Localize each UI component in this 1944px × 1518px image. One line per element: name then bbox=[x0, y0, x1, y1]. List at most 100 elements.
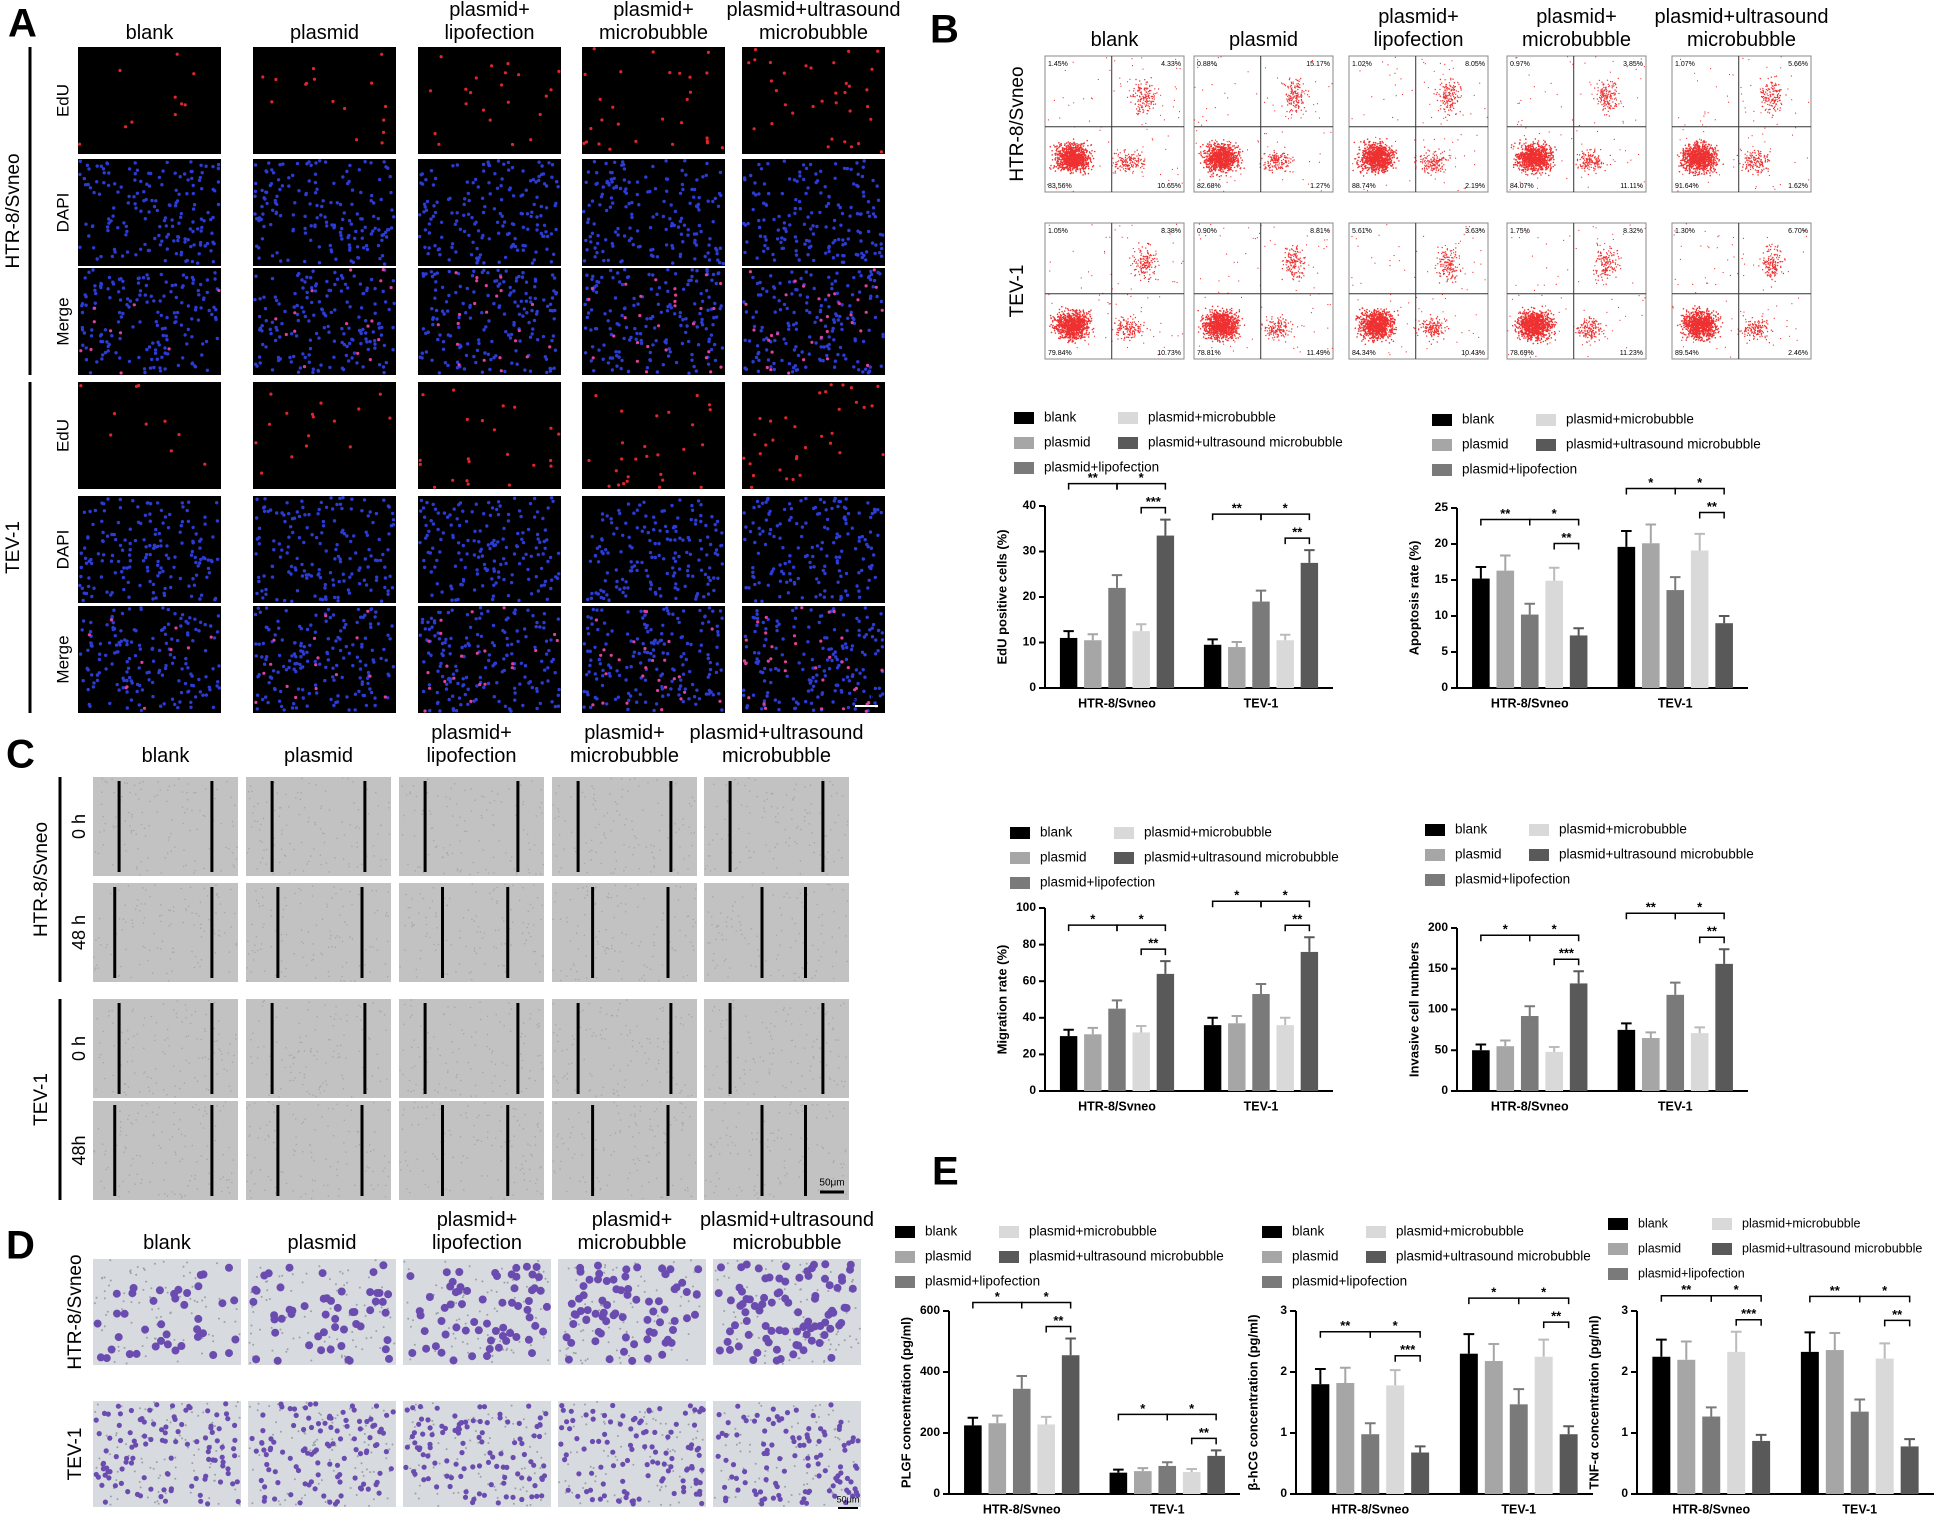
error-bar bbox=[1475, 566, 1487, 579]
bar bbox=[988, 1423, 1007, 1494]
bar bbox=[1900, 1446, 1919, 1494]
significance-label: ** bbox=[1646, 900, 1657, 915]
bar bbox=[1509, 1404, 1528, 1494]
bar bbox=[1666, 994, 1685, 1091]
significance-bracket bbox=[1710, 1294, 1762, 1302]
stained-cells bbox=[249, 1261, 393, 1365]
wound-image bbox=[552, 999, 697, 1098]
micrograph bbox=[78, 47, 221, 154]
significance-label: * bbox=[1189, 1401, 1195, 1416]
legend-swatch bbox=[895, 1251, 915, 1263]
bar bbox=[1012, 1388, 1031, 1494]
micrograph bbox=[418, 159, 561, 266]
significance-bracket bbox=[1698, 511, 1725, 519]
legend-swatch bbox=[1366, 1226, 1386, 1238]
bar bbox=[1109, 1472, 1128, 1494]
micrograph bbox=[253, 268, 396, 375]
column-header: plasmid+ lipofection bbox=[431, 1209, 523, 1254]
time-label: 0 h bbox=[69, 1036, 89, 1061]
wound-image bbox=[246, 999, 391, 1098]
bar bbox=[1084, 640, 1102, 688]
legend-swatch bbox=[1712, 1243, 1732, 1255]
quadrant-percent: 11.49% bbox=[1307, 350, 1330, 357]
dapi-signal bbox=[418, 268, 559, 375]
stained-cells bbox=[562, 1261, 703, 1365]
stained-cells bbox=[403, 1403, 549, 1506]
error-bar bbox=[1279, 1016, 1291, 1026]
y-tick-label: 5 bbox=[1441, 644, 1448, 658]
micrograph bbox=[742, 47, 885, 154]
significance-label: ** bbox=[1292, 525, 1303, 540]
bar bbox=[1702, 1416, 1721, 1494]
bar bbox=[1472, 578, 1490, 688]
row-label: HTR-8/Svneo bbox=[31, 822, 52, 937]
quadrant-percent: 3.63% bbox=[1465, 228, 1485, 235]
quadrant-percent: 4.33% bbox=[1161, 61, 1181, 68]
legend-label: plasmid bbox=[1455, 847, 1502, 862]
legend-swatch bbox=[1366, 1251, 1386, 1263]
x-tick-label: TEV-1 bbox=[1244, 1099, 1279, 1113]
legend-label: plasmid+ultrasound microbubble bbox=[1396, 1249, 1591, 1264]
significance-bracket bbox=[1529, 934, 1580, 942]
legend-swatch bbox=[1536, 414, 1556, 426]
quadrant-percent: 1.45% bbox=[1048, 61, 1068, 68]
bar bbox=[1715, 963, 1733, 1091]
bar bbox=[1715, 623, 1733, 688]
wound-image bbox=[93, 999, 238, 1098]
bar bbox=[1061, 1355, 1080, 1494]
error-bar bbox=[1210, 1449, 1222, 1456]
dapi-signal bbox=[254, 495, 396, 603]
merge-signal bbox=[591, 609, 722, 712]
bar bbox=[1336, 1382, 1355, 1494]
significance-bracket bbox=[1116, 924, 1167, 932]
significance-label: *** bbox=[1559, 946, 1575, 961]
flow-events bbox=[1593, 77, 1622, 117]
legend-label: blank bbox=[1462, 412, 1495, 427]
significance-bracket bbox=[1394, 1354, 1421, 1362]
significance-bracket bbox=[1284, 924, 1311, 932]
wound-image bbox=[399, 883, 544, 982]
quadrant-percent: 82.68% bbox=[1197, 183, 1221, 190]
flow-plot bbox=[1506, 55, 1647, 193]
significance-label: * bbox=[1648, 475, 1654, 490]
error-bar bbox=[1829, 1331, 1841, 1351]
wound-image bbox=[93, 883, 238, 982]
dapi-signal bbox=[418, 606, 561, 713]
flow-events bbox=[1352, 137, 1400, 177]
quadrant-percent: 0.97% bbox=[1510, 61, 1530, 68]
wound-image bbox=[246, 1101, 391, 1200]
invasion-image bbox=[248, 1401, 396, 1507]
error-bar bbox=[1755, 1433, 1767, 1441]
x-tick-label: HTR-8/Svneo bbox=[1491, 696, 1569, 710]
legend-swatch bbox=[1712, 1218, 1732, 1230]
error-bar bbox=[1065, 1337, 1076, 1356]
dapi-signal bbox=[742, 606, 885, 713]
legend-label: blank bbox=[1040, 825, 1073, 840]
y-tick-label: 2 bbox=[1280, 1364, 1287, 1378]
bar bbox=[1300, 562, 1319, 688]
bar bbox=[1690, 550, 1709, 688]
flow-events bbox=[1758, 243, 1786, 288]
y-tick-label: 100 bbox=[1428, 1002, 1448, 1016]
significance-bracket bbox=[1166, 1413, 1217, 1421]
error-bar bbox=[1804, 1331, 1816, 1352]
x-tick-label: HTR-8/Svneo bbox=[1078, 1099, 1156, 1113]
dapi-signal bbox=[78, 159, 221, 265]
legend-swatch bbox=[1262, 1226, 1282, 1238]
column-header: plasmid+ lipofection bbox=[426, 722, 517, 767]
micrograph bbox=[582, 382, 725, 489]
significance-label: ** bbox=[1340, 1318, 1351, 1333]
error-bar bbox=[1524, 1005, 1536, 1017]
x-tick-label: TEV-1 bbox=[1842, 1502, 1877, 1516]
significance-label: * bbox=[1552, 922, 1558, 937]
error-bar bbox=[1304, 549, 1315, 563]
row-label: HTR-8/Svneo bbox=[3, 153, 24, 268]
significance-label: *** bbox=[1741, 1306, 1757, 1321]
y-tick-label: 200 bbox=[920, 1425, 940, 1439]
quadrant-percent: 78.81% bbox=[1197, 350, 1221, 357]
bar bbox=[1386, 1385, 1405, 1494]
stained-cells bbox=[714, 1260, 857, 1365]
legend-label: plasmid+microbubble bbox=[1144, 825, 1272, 840]
quadrant-percent: 0.88% bbox=[1197, 61, 1217, 68]
bar bbox=[1472, 1050, 1490, 1091]
